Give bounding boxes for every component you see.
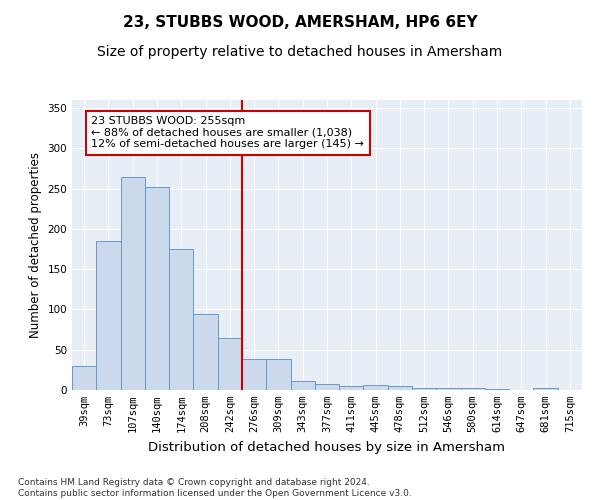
- Bar: [96, 241, 121, 390]
- Bar: [412, 388, 436, 390]
- Bar: [339, 386, 364, 390]
- Y-axis label: Number of detached properties: Number of detached properties: [29, 152, 42, 338]
- Bar: [364, 385, 388, 390]
- Text: Size of property relative to detached houses in Amersham: Size of property relative to detached ho…: [97, 45, 503, 59]
- Bar: [169, 249, 193, 390]
- Bar: [121, 176, 145, 390]
- Bar: [266, 360, 290, 390]
- Bar: [72, 366, 96, 390]
- Bar: [485, 389, 509, 390]
- Bar: [533, 388, 558, 390]
- Bar: [461, 388, 485, 390]
- Bar: [242, 360, 266, 390]
- Bar: [145, 187, 169, 390]
- Bar: [193, 314, 218, 390]
- Text: 23, STUBBS WOOD, AMERSHAM, HP6 6EY: 23, STUBBS WOOD, AMERSHAM, HP6 6EY: [122, 15, 478, 30]
- Bar: [436, 388, 461, 390]
- Text: 23 STUBBS WOOD: 255sqm
← 88% of detached houses are smaller (1,038)
12% of semi-: 23 STUBBS WOOD: 255sqm ← 88% of detached…: [91, 116, 364, 150]
- Text: Contains HM Land Registry data © Crown copyright and database right 2024.
Contai: Contains HM Land Registry data © Crown c…: [18, 478, 412, 498]
- Bar: [315, 384, 339, 390]
- Bar: [290, 381, 315, 390]
- Bar: [218, 338, 242, 390]
- Bar: [388, 386, 412, 390]
- X-axis label: Distribution of detached houses by size in Amersham: Distribution of detached houses by size …: [149, 440, 505, 454]
